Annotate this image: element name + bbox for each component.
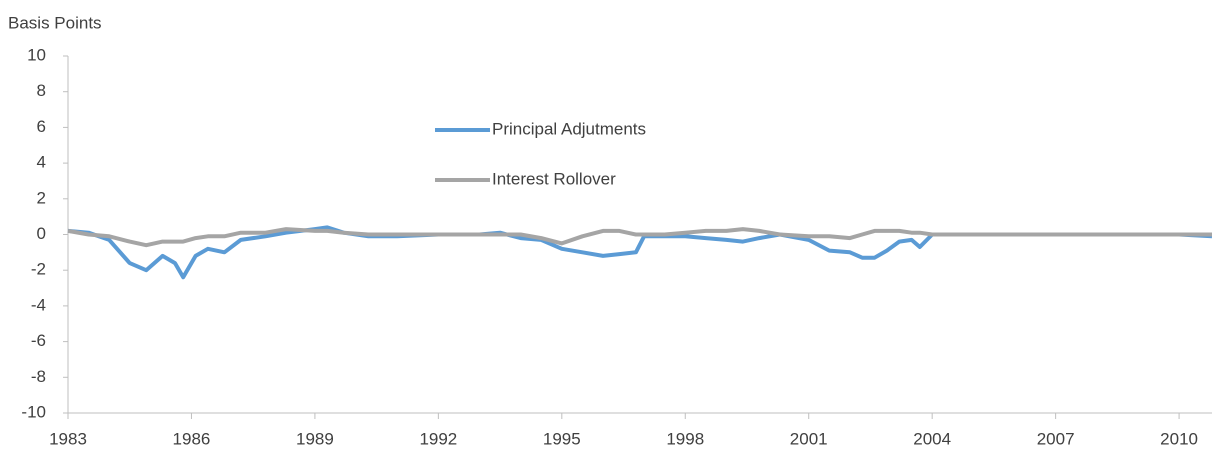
x-tick-label: 1995 (543, 429, 581, 448)
y-tick-label: 6 (37, 117, 46, 136)
y-tick-label: 0 (37, 224, 46, 243)
y-tick-label: -2 (31, 260, 46, 279)
y-tick-label: 10 (27, 45, 46, 64)
x-tick-label: 2004 (913, 429, 951, 448)
x-tick-label: 1986 (173, 429, 211, 448)
y-tick-label: -4 (31, 295, 46, 314)
y-tick-label: -10 (21, 402, 46, 421)
y-tick-label: 8 (37, 81, 46, 100)
x-tick-label: 1998 (666, 429, 704, 448)
data-line (67, 225, 1212, 280)
x-tick-label: 1983 (49, 429, 87, 448)
legend-label: Principal Adjutments (492, 119, 646, 138)
x-tick-label: 2001 (790, 429, 828, 448)
y-tick-label: 4 (37, 153, 46, 172)
y-tick-label: -8 (31, 367, 46, 386)
x-tick-label: 2010 (1160, 429, 1198, 448)
x-tick-label: 1989 (296, 429, 334, 448)
data-line (67, 227, 1212, 248)
legend-label: Interest Rollover (492, 169, 616, 188)
y-axis-label: Basis Points (8, 13, 102, 32)
y-tick-label: 2 (37, 188, 46, 207)
x-tick-label: 2007 (1037, 429, 1075, 448)
x-tick-label: 1992 (419, 429, 457, 448)
y-tick-label: -6 (31, 331, 46, 350)
